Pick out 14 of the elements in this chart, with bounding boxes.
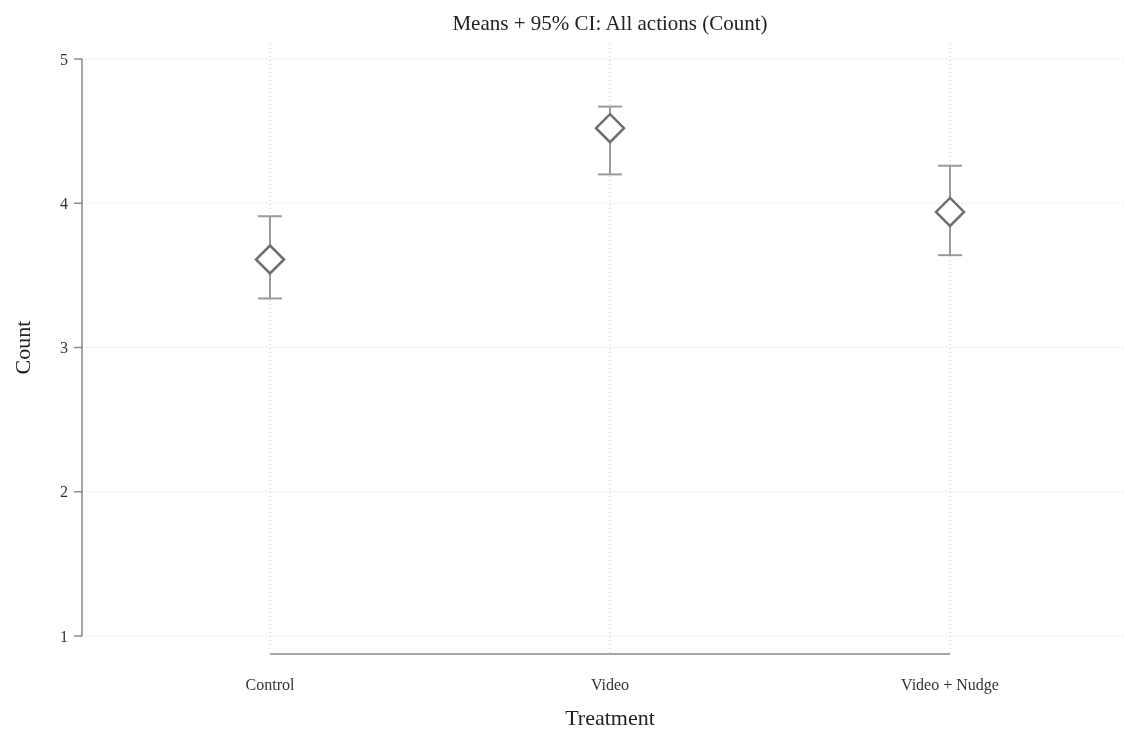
- point: [594, 112, 626, 144]
- y-tick-label: 4: [60, 194, 68, 212]
- y-tick-label: 3: [60, 339, 68, 357]
- chart-title: Means + 95% CI: All actions (Count): [452, 11, 768, 35]
- x-tick-label: Control: [245, 676, 295, 693]
- y-axis-title: Count: [10, 320, 35, 375]
- x-tick-label: Video + Nudge: [901, 676, 999, 694]
- y-tick-label: 1: [60, 627, 68, 645]
- x-tick-label: Video: [590, 676, 630, 693]
- x-axis-title: Treatment: [565, 705, 655, 730]
- point: [254, 244, 286, 275]
- y-tick-label: 5: [60, 50, 68, 68]
- y-tick-label: 2: [60, 483, 68, 501]
- point: [934, 196, 966, 228]
